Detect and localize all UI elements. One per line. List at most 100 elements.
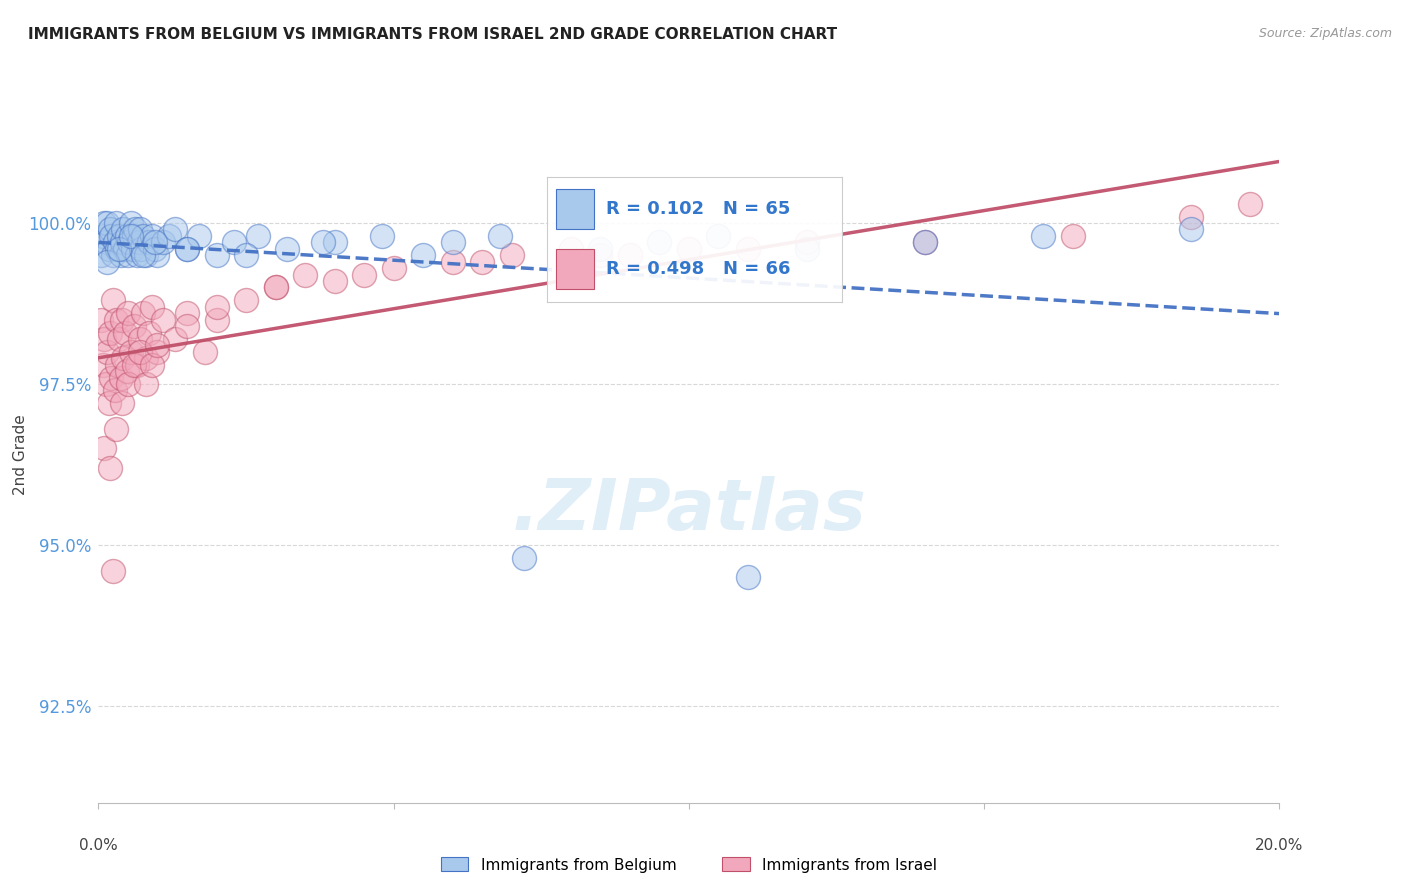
Point [114, 242, 136, 256]
Text: 0.0%: 0.0% [79, 838, 118, 854]
Point [165, 332, 187, 346]
Point [108, 228, 131, 243]
Point [110, 248, 132, 262]
Point [117, 306, 139, 320]
Point [100, 228, 122, 243]
Point [94, 377, 117, 392]
Point [135, 351, 157, 366]
Point [187, 228, 209, 243]
Point [176, 242, 198, 256]
Point [141, 228, 163, 243]
Point [205, 248, 228, 262]
Point [914, 235, 936, 250]
Point [589, 242, 612, 256]
Point [471, 254, 494, 268]
Point [90, 312, 112, 326]
Point [104, 384, 127, 398]
Text: .ZIPatlas: .ZIPatlas [512, 476, 866, 545]
Point [312, 235, 335, 250]
Point [143, 242, 166, 256]
Point [105, 242, 128, 256]
Point [103, 564, 125, 578]
Point [128, 235, 150, 250]
Point [125, 248, 148, 262]
Point [246, 228, 269, 243]
Point [93, 216, 115, 230]
Point [353, 268, 375, 282]
Point [264, 280, 287, 294]
Point [205, 300, 228, 314]
Point [135, 248, 157, 262]
Point [93, 332, 115, 346]
Point [619, 248, 641, 262]
Bar [555, 189, 595, 229]
Point [276, 242, 298, 256]
Point [176, 306, 198, 320]
Point [176, 319, 198, 334]
Point [143, 235, 166, 250]
Point [205, 312, 228, 326]
Point [104, 235, 127, 250]
Point [121, 242, 143, 256]
Point [371, 228, 394, 243]
Point [796, 242, 818, 256]
Point [135, 377, 157, 392]
Point [122, 228, 145, 243]
Point [146, 344, 169, 359]
Point [98, 326, 121, 340]
Point [323, 235, 346, 250]
Point [323, 274, 346, 288]
Point [122, 319, 145, 334]
Point [111, 396, 134, 410]
Point [91, 358, 114, 372]
Point [114, 326, 136, 340]
Point [165, 222, 187, 236]
Point [105, 312, 128, 326]
Point [115, 228, 138, 243]
Point [103, 248, 125, 262]
Point [152, 312, 174, 326]
Point [98, 460, 121, 475]
Point [489, 228, 512, 243]
Point [264, 280, 287, 294]
Point [235, 293, 257, 308]
Point [138, 326, 160, 340]
Point [737, 570, 759, 584]
Point [501, 248, 523, 262]
Point [125, 358, 148, 372]
Point [132, 228, 155, 243]
Point [382, 261, 405, 276]
Point [122, 358, 145, 372]
Point [110, 370, 132, 384]
Point [441, 254, 464, 268]
Point [412, 248, 434, 262]
Point [235, 248, 257, 262]
Point [176, 242, 198, 256]
Y-axis label: 2nd Grade: 2nd Grade [13, 415, 28, 495]
Point [94, 235, 117, 250]
Point [512, 551, 534, 566]
Point [96, 254, 118, 268]
Point [112, 222, 135, 236]
Point [105, 216, 128, 230]
Point [146, 248, 169, 262]
Point [224, 235, 246, 250]
Point [115, 364, 138, 378]
Point [98, 242, 121, 256]
Point [120, 344, 142, 359]
Text: R = 0.102   N = 65: R = 0.102 N = 65 [606, 200, 790, 219]
Point [138, 235, 160, 250]
Point [796, 235, 818, 250]
Point [648, 235, 671, 250]
Point [1239, 196, 1261, 211]
Point [128, 222, 150, 236]
Point [117, 377, 139, 392]
Point [128, 332, 150, 346]
Point [128, 344, 150, 359]
Point [129, 242, 152, 256]
Point [118, 235, 141, 250]
Point [98, 222, 121, 236]
Point [146, 338, 169, 352]
Point [112, 351, 135, 366]
Point [678, 242, 700, 256]
